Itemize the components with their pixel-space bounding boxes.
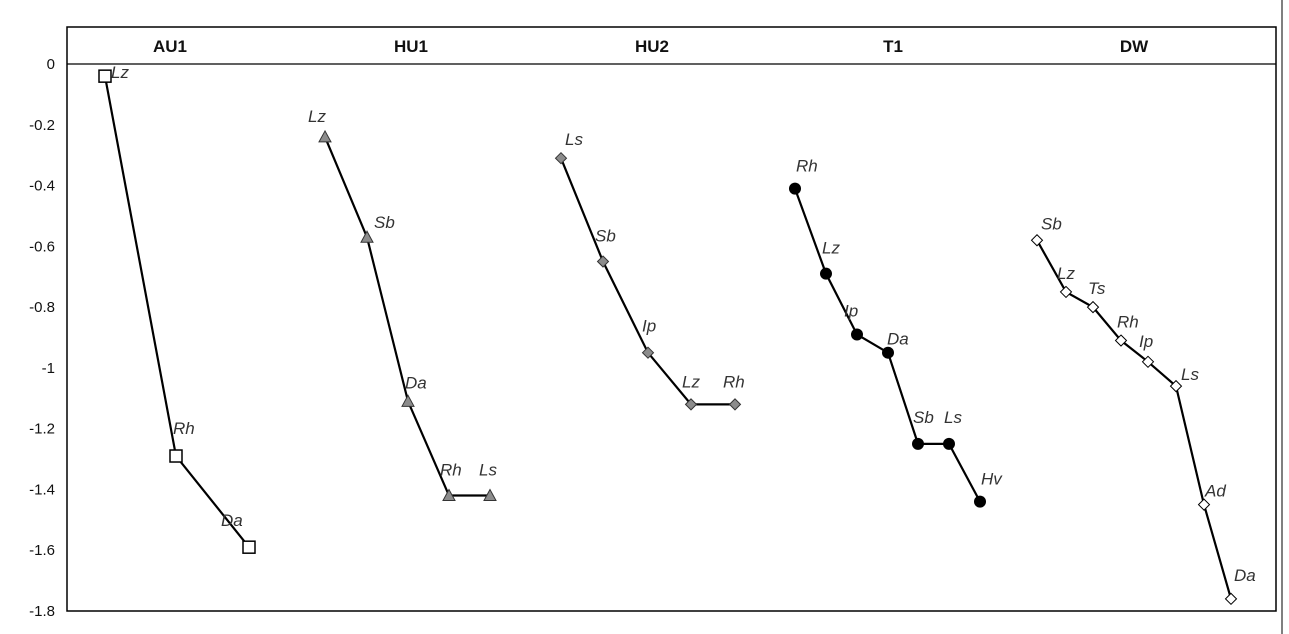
data-point-marker bbox=[401, 394, 415, 407]
data-point-label: Ip bbox=[1139, 332, 1153, 351]
data-point-label: Da bbox=[1234, 566, 1256, 585]
y-axis: 0 -0.2 -0.4 -0.6 -0.8 -1 -1.2 -1.4 -1.6 -1.8 bbox=[29, 56, 55, 620]
series-line bbox=[323, 136, 490, 497]
panel-title: HU1 bbox=[394, 37, 428, 56]
y-tick-label: -1.2 bbox=[29, 421, 55, 438]
data-point-label: Ad bbox=[1204, 482, 1226, 501]
y-tick-label: -1.4 bbox=[29, 481, 55, 498]
data-point-marker bbox=[483, 488, 497, 502]
series-line bbox=[559, 157, 735, 406]
data-point-label: Ls bbox=[479, 461, 497, 480]
data-point-marker bbox=[1141, 355, 1155, 369]
panel-titles: AU1 HU1 HU2 T1 DW bbox=[153, 37, 1149, 56]
y-tick-label: -0.2 bbox=[29, 117, 55, 134]
data-point-label: Sb bbox=[913, 408, 934, 427]
data-point-label: Sb bbox=[374, 213, 395, 232]
data-point-marker bbox=[169, 449, 183, 463]
data-point-label: Ip bbox=[642, 317, 656, 336]
data-point-marker bbox=[1030, 234, 1044, 247]
data-point-label: Da bbox=[405, 373, 427, 392]
y-tick-label: -0.4 bbox=[29, 178, 55, 195]
data-point-label: Hv bbox=[981, 470, 1003, 489]
data-point-marker bbox=[318, 129, 332, 143]
data-point-label: Da bbox=[887, 330, 909, 349]
series-hu1: Lz Sb Da Rh Ls bbox=[308, 107, 497, 502]
data-point-marker bbox=[943, 437, 955, 450]
series-line bbox=[1036, 239, 1233, 600]
data-point-label: Rh bbox=[796, 157, 818, 176]
data-point-label: Sb bbox=[1041, 214, 1062, 233]
data-point-marker bbox=[596, 255, 610, 268]
y-tick-label: -1 bbox=[42, 360, 55, 377]
data-point-label: Sb bbox=[595, 227, 616, 246]
data-point-label: Da bbox=[221, 511, 243, 530]
data-point-marker bbox=[912, 437, 924, 450]
data-point-marker bbox=[974, 495, 986, 508]
y-tick-label: -1.6 bbox=[29, 542, 55, 559]
y-tick-label: -0.6 bbox=[29, 238, 55, 255]
data-point-marker bbox=[98, 69, 112, 83]
series-line bbox=[103, 75, 250, 548]
data-point-marker bbox=[442, 488, 456, 502]
data-point-label: Lz bbox=[682, 372, 700, 391]
data-point-marker bbox=[554, 151, 568, 165]
series-au1: Lz Rh Da bbox=[98, 63, 256, 554]
data-point-marker bbox=[1224, 592, 1238, 606]
data-point-label: Ls bbox=[944, 408, 962, 427]
panel-title: AU1 bbox=[153, 37, 187, 56]
panel-title: DW bbox=[1120, 37, 1149, 56]
y-tick-label: 0 bbox=[47, 56, 55, 73]
data-point-marker bbox=[789, 182, 801, 195]
data-point-marker bbox=[684, 398, 698, 411]
data-point-marker bbox=[1086, 300, 1100, 314]
data-point-label: Ts bbox=[1088, 279, 1106, 298]
series-t1: Rh Lz Ip Da Sb Ls Hv bbox=[789, 157, 1003, 508]
data-point-label: Lz bbox=[1057, 264, 1075, 283]
data-point-marker bbox=[1197, 498, 1211, 511]
panel-title: T1 bbox=[883, 37, 903, 56]
data-point-label: Rh bbox=[173, 419, 195, 438]
data-point-label: Rh bbox=[440, 461, 462, 480]
data-point-label: Rh bbox=[723, 372, 745, 391]
data-point-marker bbox=[242, 540, 256, 554]
y-tick-label: -1.8 bbox=[29, 603, 55, 620]
panel-title: HU2 bbox=[635, 37, 669, 56]
data-point-marker bbox=[641, 346, 655, 359]
data-point-marker bbox=[1114, 334, 1128, 347]
y-tick-label: -0.8 bbox=[29, 299, 55, 316]
data-point-marker bbox=[1169, 379, 1183, 393]
data-point-label: Ls bbox=[1181, 365, 1199, 384]
series: Lz Rh Da Lz Sb Da Rh Ls Ls Sb Ip Lz Rh Rh Lz Ip Da Sb Ls Hv… bbox=[98, 63, 1256, 606]
data-point-label: Lz bbox=[822, 239, 840, 258]
data-point-marker bbox=[728, 398, 742, 411]
data-point-label: Ip bbox=[844, 301, 858, 320]
data-point-marker bbox=[882, 346, 894, 359]
data-point-label: Lz bbox=[111, 63, 129, 82]
plot-frame bbox=[66, 26, 1277, 612]
data-point-marker bbox=[360, 230, 374, 243]
series-hu2: Ls Sb Ip Lz Rh bbox=[554, 130, 745, 411]
data-point-marker bbox=[820, 267, 832, 280]
data-point-label: Rh bbox=[1117, 313, 1139, 332]
data-point-marker bbox=[1059, 285, 1073, 299]
data-point-marker bbox=[851, 328, 863, 341]
data-point-label: Lz bbox=[308, 107, 326, 126]
data-point-label: Ls bbox=[565, 130, 583, 149]
